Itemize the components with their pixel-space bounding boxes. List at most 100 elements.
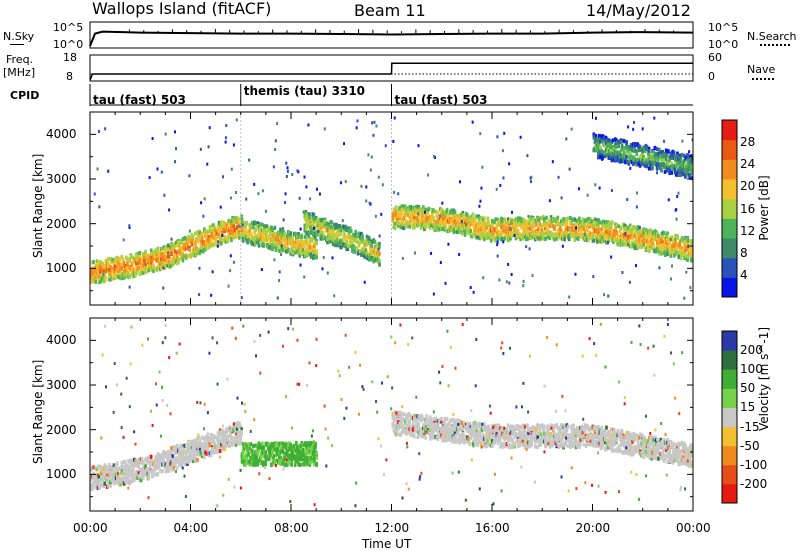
- power-echo-cell: [451, 214, 455, 219]
- velocity-echo-cell: [152, 472, 155, 477]
- power-echo-cell: [661, 158, 665, 163]
- velocity-echo-cell: [171, 454, 175, 459]
- velocity-echo-cell: [143, 469, 146, 474]
- power-echo-cell: [450, 218, 453, 223]
- power-echo-cell: [360, 240, 363, 245]
- power-echo-cell: [304, 209, 308, 214]
- power-echo-cell: [512, 218, 516, 223]
- power-echo-cell: [620, 147, 624, 152]
- power-echo-cell: [553, 224, 556, 229]
- power-echo-cell: [690, 167, 693, 172]
- power-noise-cell: [148, 176, 151, 180]
- power-echo-cell: [235, 225, 239, 230]
- power-echo-cell: [258, 222, 262, 227]
- power-echo-cell: [591, 223, 595, 228]
- power-echo-cell: [520, 221, 523, 226]
- power-noise-cell: [526, 154, 529, 158]
- power-echo-cell: [236, 217, 240, 222]
- power-echo-cell: [138, 257, 142, 262]
- power-echo-cell: [303, 223, 307, 228]
- power-echo-cell: [100, 265, 103, 270]
- power-echo-cell: [313, 253, 316, 258]
- power-echo-cell: [354, 229, 358, 234]
- power-echo-cell: [503, 236, 507, 241]
- power-echo-cell: [655, 162, 659, 167]
- power-echo-cell: [606, 227, 609, 232]
- velocity-echo-cell: [200, 454, 204, 459]
- velocity-echo-cell: [200, 435, 204, 440]
- power-echo-cell: [431, 213, 434, 218]
- power-noise-cell: [207, 145, 210, 149]
- velocity-echo-cell: [92, 482, 95, 487]
- power-echo-cell: [230, 225, 233, 230]
- power-noise-cell: [309, 197, 312, 201]
- power-echo-cell: [166, 243, 170, 248]
- power-noise-cell: [689, 286, 692, 290]
- velocity-echo-cell: [192, 444, 196, 449]
- power-noise-cell: [629, 166, 632, 170]
- power-echo-cell: [561, 222, 564, 227]
- power-echo-cell: [402, 226, 406, 231]
- power-echo-cell: [613, 158, 617, 163]
- power-echo-cell: [180, 246, 184, 251]
- power-echo-cell: [641, 238, 644, 243]
- velocity-echo-cell: [192, 449, 196, 454]
- power-echo-cell: [670, 161, 674, 166]
- power-echo-cell: [457, 213, 460, 218]
- power-noise-cell: [230, 167, 233, 171]
- velocity-echo-cell: [180, 463, 184, 468]
- power-echo-cell: [231, 231, 234, 236]
- power-echo-cell: [314, 236, 317, 241]
- velocity-echo-cell: [233, 442, 237, 447]
- power-echo-cell: [357, 241, 361, 246]
- power-noise-cell: [678, 160, 681, 164]
- power-noise-cell: [607, 294, 610, 298]
- power-echo-cell: [502, 228, 505, 233]
- power-echo-cell: [608, 151, 611, 156]
- power-echo-cell: [576, 233, 580, 238]
- velocity-echo-cell: [179, 443, 182, 448]
- power-echo-cell: [526, 220, 529, 225]
- power-echo-cell: [659, 162, 662, 167]
- power-echo-cell: [147, 253, 151, 258]
- power-echo-cell: [495, 224, 499, 229]
- power-echo-cell: [315, 241, 318, 246]
- power-echo-cell: [265, 242, 269, 247]
- power-noise-cell: [393, 190, 396, 194]
- power-echo-cell: [331, 229, 335, 234]
- power-echo-cell: [278, 237, 281, 242]
- power-noise-cell: [365, 199, 368, 203]
- power-echo-cell: [565, 229, 569, 234]
- velocity-echo-cell: [182, 447, 186, 452]
- power-echo-cell: [138, 272, 142, 277]
- power-echo-cell: [635, 149, 639, 154]
- power-echo-cell: [122, 260, 126, 265]
- power-echo-cell: [565, 216, 569, 221]
- velocity-echo-cell: [104, 464, 108, 469]
- velocity-echo-cell: [106, 483, 110, 488]
- velocity-echo-cell: [106, 473, 110, 478]
- power-echo-cell: [557, 221, 561, 226]
- power-echo-cell: [296, 239, 299, 244]
- velocity-echo-cell: [147, 470, 151, 475]
- power-noise-cell: [368, 201, 371, 205]
- noise-panel-frame: [89, 21, 694, 49]
- power-echo-cell: [624, 242, 628, 247]
- power-echo-cell: [244, 224, 247, 229]
- power-echo-cell: [596, 228, 599, 233]
- velocity-echo-cell: [191, 459, 195, 464]
- power-noise-cell: [326, 271, 329, 275]
- power-noise-cell: [565, 137, 568, 141]
- power-echo-cell: [636, 225, 640, 230]
- power-noise-cell: [93, 192, 96, 196]
- power-echo-cell: [312, 212, 316, 217]
- power-echo-cell: [317, 218, 320, 223]
- power-echo-cell: [670, 243, 674, 248]
- velocity-echo-cell: [247, 452, 251, 457]
- power-echo-cell: [164, 249, 168, 254]
- power-echo-cell: [634, 240, 638, 245]
- power-echo-cell: [157, 251, 161, 256]
- velocity-echo-cell: [138, 475, 142, 480]
- velocity-echo-cell: [109, 480, 112, 485]
